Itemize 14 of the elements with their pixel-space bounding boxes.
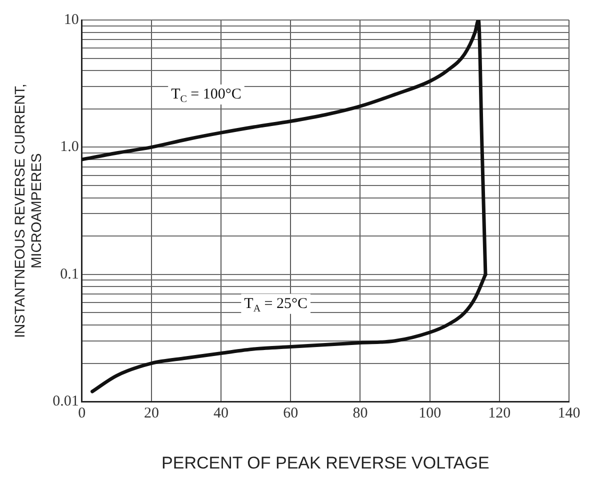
- x-tick-label: 0: [78, 406, 86, 422]
- x-tick-label: 120: [488, 406, 511, 422]
- y-axis-title: INSTANTNEOUS REVERSE CURRENT, MICROAMPERES: [11, 84, 44, 338]
- y-tick-label: 0.01: [52, 394, 79, 410]
- y-tick-label: 10: [64, 12, 79, 28]
- x-tick-label: 60: [283, 406, 298, 422]
- y-tick-label: 1.0: [60, 139, 79, 156]
- x-tick-label: 40: [214, 406, 229, 422]
- x-tick-label: 100: [418, 406, 442, 422]
- x-tick-label: 80: [352, 406, 368, 422]
- y-tick-label: 0.1: [60, 266, 79, 282]
- x-axis-title: PERCENT OF PEAK REVERSE VOLTAGE: [162, 453, 490, 472]
- x-tick-label: 140: [558, 406, 580, 422]
- x-tick-label: 20: [144, 406, 159, 422]
